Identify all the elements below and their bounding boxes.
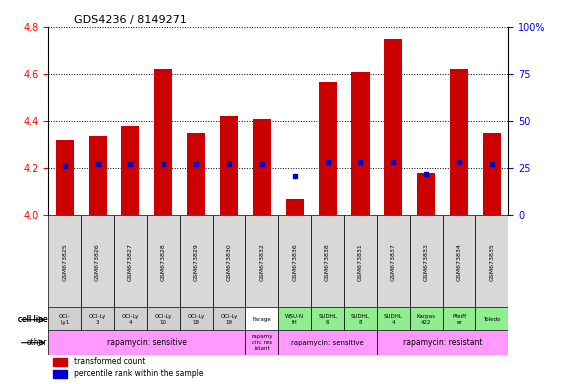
Text: GSM673835: GSM673835	[490, 243, 494, 281]
Bar	[450, 69, 468, 215]
Bar	[48, 307, 81, 332]
Bar	[417, 173, 435, 215]
Bar	[442, 215, 475, 309]
Bar	[344, 307, 377, 332]
Bar	[377, 330, 508, 355]
Bar	[410, 215, 442, 309]
Text: cell line: cell line	[18, 315, 48, 324]
Text: WSU-N
IH: WSU-N IH	[285, 314, 304, 325]
Bar	[48, 330, 245, 355]
Bar	[311, 307, 344, 332]
Bar	[187, 133, 205, 215]
Text: GSM673828: GSM673828	[161, 243, 166, 281]
Bar	[114, 307, 147, 332]
Bar	[147, 215, 179, 309]
Bar	[245, 215, 278, 309]
Text: OCI-Ly
3: OCI-Ly 3	[89, 314, 106, 325]
Text: GSM673833: GSM673833	[424, 243, 429, 281]
Bar	[245, 307, 278, 332]
Text: transformed count: transformed count	[74, 358, 145, 366]
Text: Farage: Farage	[253, 317, 272, 322]
Text: GSM673830: GSM673830	[227, 243, 232, 281]
Text: GSM673838: GSM673838	[325, 243, 330, 281]
Bar	[286, 199, 304, 215]
Bar	[410, 307, 442, 332]
Text: GSM673829: GSM673829	[194, 243, 199, 281]
Bar	[89, 136, 107, 215]
Bar	[81, 307, 114, 332]
Text: rapamycin: sensitive: rapamycin: sensitive	[107, 338, 187, 347]
Bar	[319, 82, 337, 215]
Text: GSM673827: GSM673827	[128, 243, 133, 281]
Bar	[114, 215, 147, 309]
Bar	[179, 307, 212, 332]
Bar	[475, 215, 508, 309]
Text: OCI-Ly
18: OCI-Ly 18	[187, 314, 205, 325]
Text: OCI-Ly
19: OCI-Ly 19	[220, 314, 238, 325]
Bar	[212, 307, 245, 332]
Text: GSM673837: GSM673837	[391, 243, 396, 281]
Text: OCI-
Ly1: OCI- Ly1	[59, 314, 70, 325]
Text: GSM673826: GSM673826	[95, 243, 100, 281]
Bar	[147, 307, 179, 332]
Bar	[81, 215, 114, 309]
Text: GSM673832: GSM673832	[260, 243, 264, 281]
Bar	[344, 215, 377, 309]
Text: SUDHL
4: SUDHL 4	[384, 314, 403, 325]
Bar	[377, 307, 410, 332]
Text: OCI-Ly
10: OCI-Ly 10	[154, 314, 172, 325]
Text: SUDHL
8: SUDHL 8	[351, 314, 370, 325]
Bar	[122, 126, 140, 215]
Text: cell line: cell line	[18, 315, 48, 324]
Text: GSM673834: GSM673834	[457, 243, 462, 281]
Text: rapamycin: sensitive: rapamycin: sensitive	[291, 340, 364, 346]
Bar	[278, 330, 377, 355]
Bar	[179, 215, 212, 309]
Bar	[377, 215, 410, 309]
Bar	[278, 307, 311, 332]
Text: rapamycin: resistant: rapamycin: resistant	[403, 338, 482, 347]
Text: SUDHL
6: SUDHL 6	[318, 314, 337, 325]
Bar	[56, 140, 74, 215]
Text: Karpas
422: Karpas 422	[417, 314, 436, 325]
Text: Toledo: Toledo	[483, 317, 500, 322]
Bar	[154, 69, 172, 215]
Bar	[311, 215, 344, 309]
Bar	[278, 215, 311, 309]
Bar	[385, 39, 402, 215]
Bar	[48, 215, 81, 309]
Text: OCI-Ly
4: OCI-Ly 4	[122, 314, 139, 325]
Text: rapamy
cin: res
istant: rapamy cin: res istant	[251, 334, 273, 351]
Bar	[53, 358, 66, 366]
Bar	[253, 119, 271, 215]
Text: GSM673836: GSM673836	[293, 243, 297, 281]
Bar	[220, 116, 238, 215]
Bar	[483, 133, 501, 215]
Text: GSM673831: GSM673831	[358, 243, 363, 281]
Text: other: other	[27, 338, 48, 347]
Bar	[53, 370, 66, 377]
Text: GDS4236 / 8149271: GDS4236 / 8149271	[74, 15, 187, 25]
Bar	[352, 71, 370, 215]
Text: Pfeiff
er: Pfeiff er	[452, 314, 466, 325]
Bar	[475, 307, 508, 332]
Text: GSM673825: GSM673825	[62, 243, 67, 281]
Bar	[245, 330, 278, 355]
Text: percentile rank within the sample: percentile rank within the sample	[74, 369, 203, 378]
Bar	[442, 307, 475, 332]
Bar	[212, 215, 245, 309]
